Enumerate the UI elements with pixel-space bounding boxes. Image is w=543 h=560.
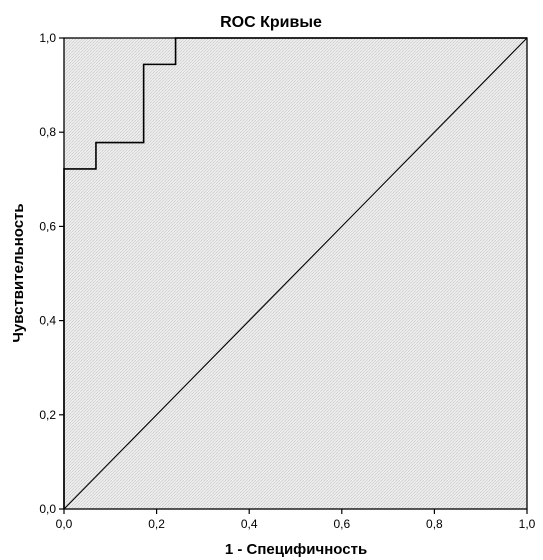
series-layer [63, 37, 528, 510]
x-tick-label: 1,0 [519, 517, 536, 531]
x-axis-ticks: 0,0 0,2 0,4 0,6 0,8 1,0 [56, 509, 536, 531]
y-axis-ticks: 0,0 0,2 0,4 0,6 0,8 1,0 [39, 31, 64, 516]
y-tick-label: 0,2 [39, 408, 56, 422]
chart-title: ROC Кривые [220, 14, 322, 31]
y-tick-label: 0,6 [39, 219, 56, 233]
x-tick-label: 0,2 [148, 517, 165, 531]
reference-diagonal-line [63, 37, 528, 510]
y-tick-label: 0,8 [39, 125, 56, 139]
x-tick-label: 0,0 [56, 517, 73, 531]
y-tick-label: 0,4 [39, 314, 56, 328]
y-tick-label: 0,0 [39, 502, 56, 516]
x-axis-label: 1 - Специфичность [225, 541, 367, 558]
x-tick-label: 0,6 [333, 517, 350, 531]
x-tick-label: 0,4 [241, 517, 258, 531]
y-axis-label: Чувствительность [10, 203, 27, 342]
roc-curve-line [63, 37, 527, 509]
y-tick-label: 1,0 [39, 31, 56, 45]
x-tick-label: 0,8 [426, 517, 443, 531]
